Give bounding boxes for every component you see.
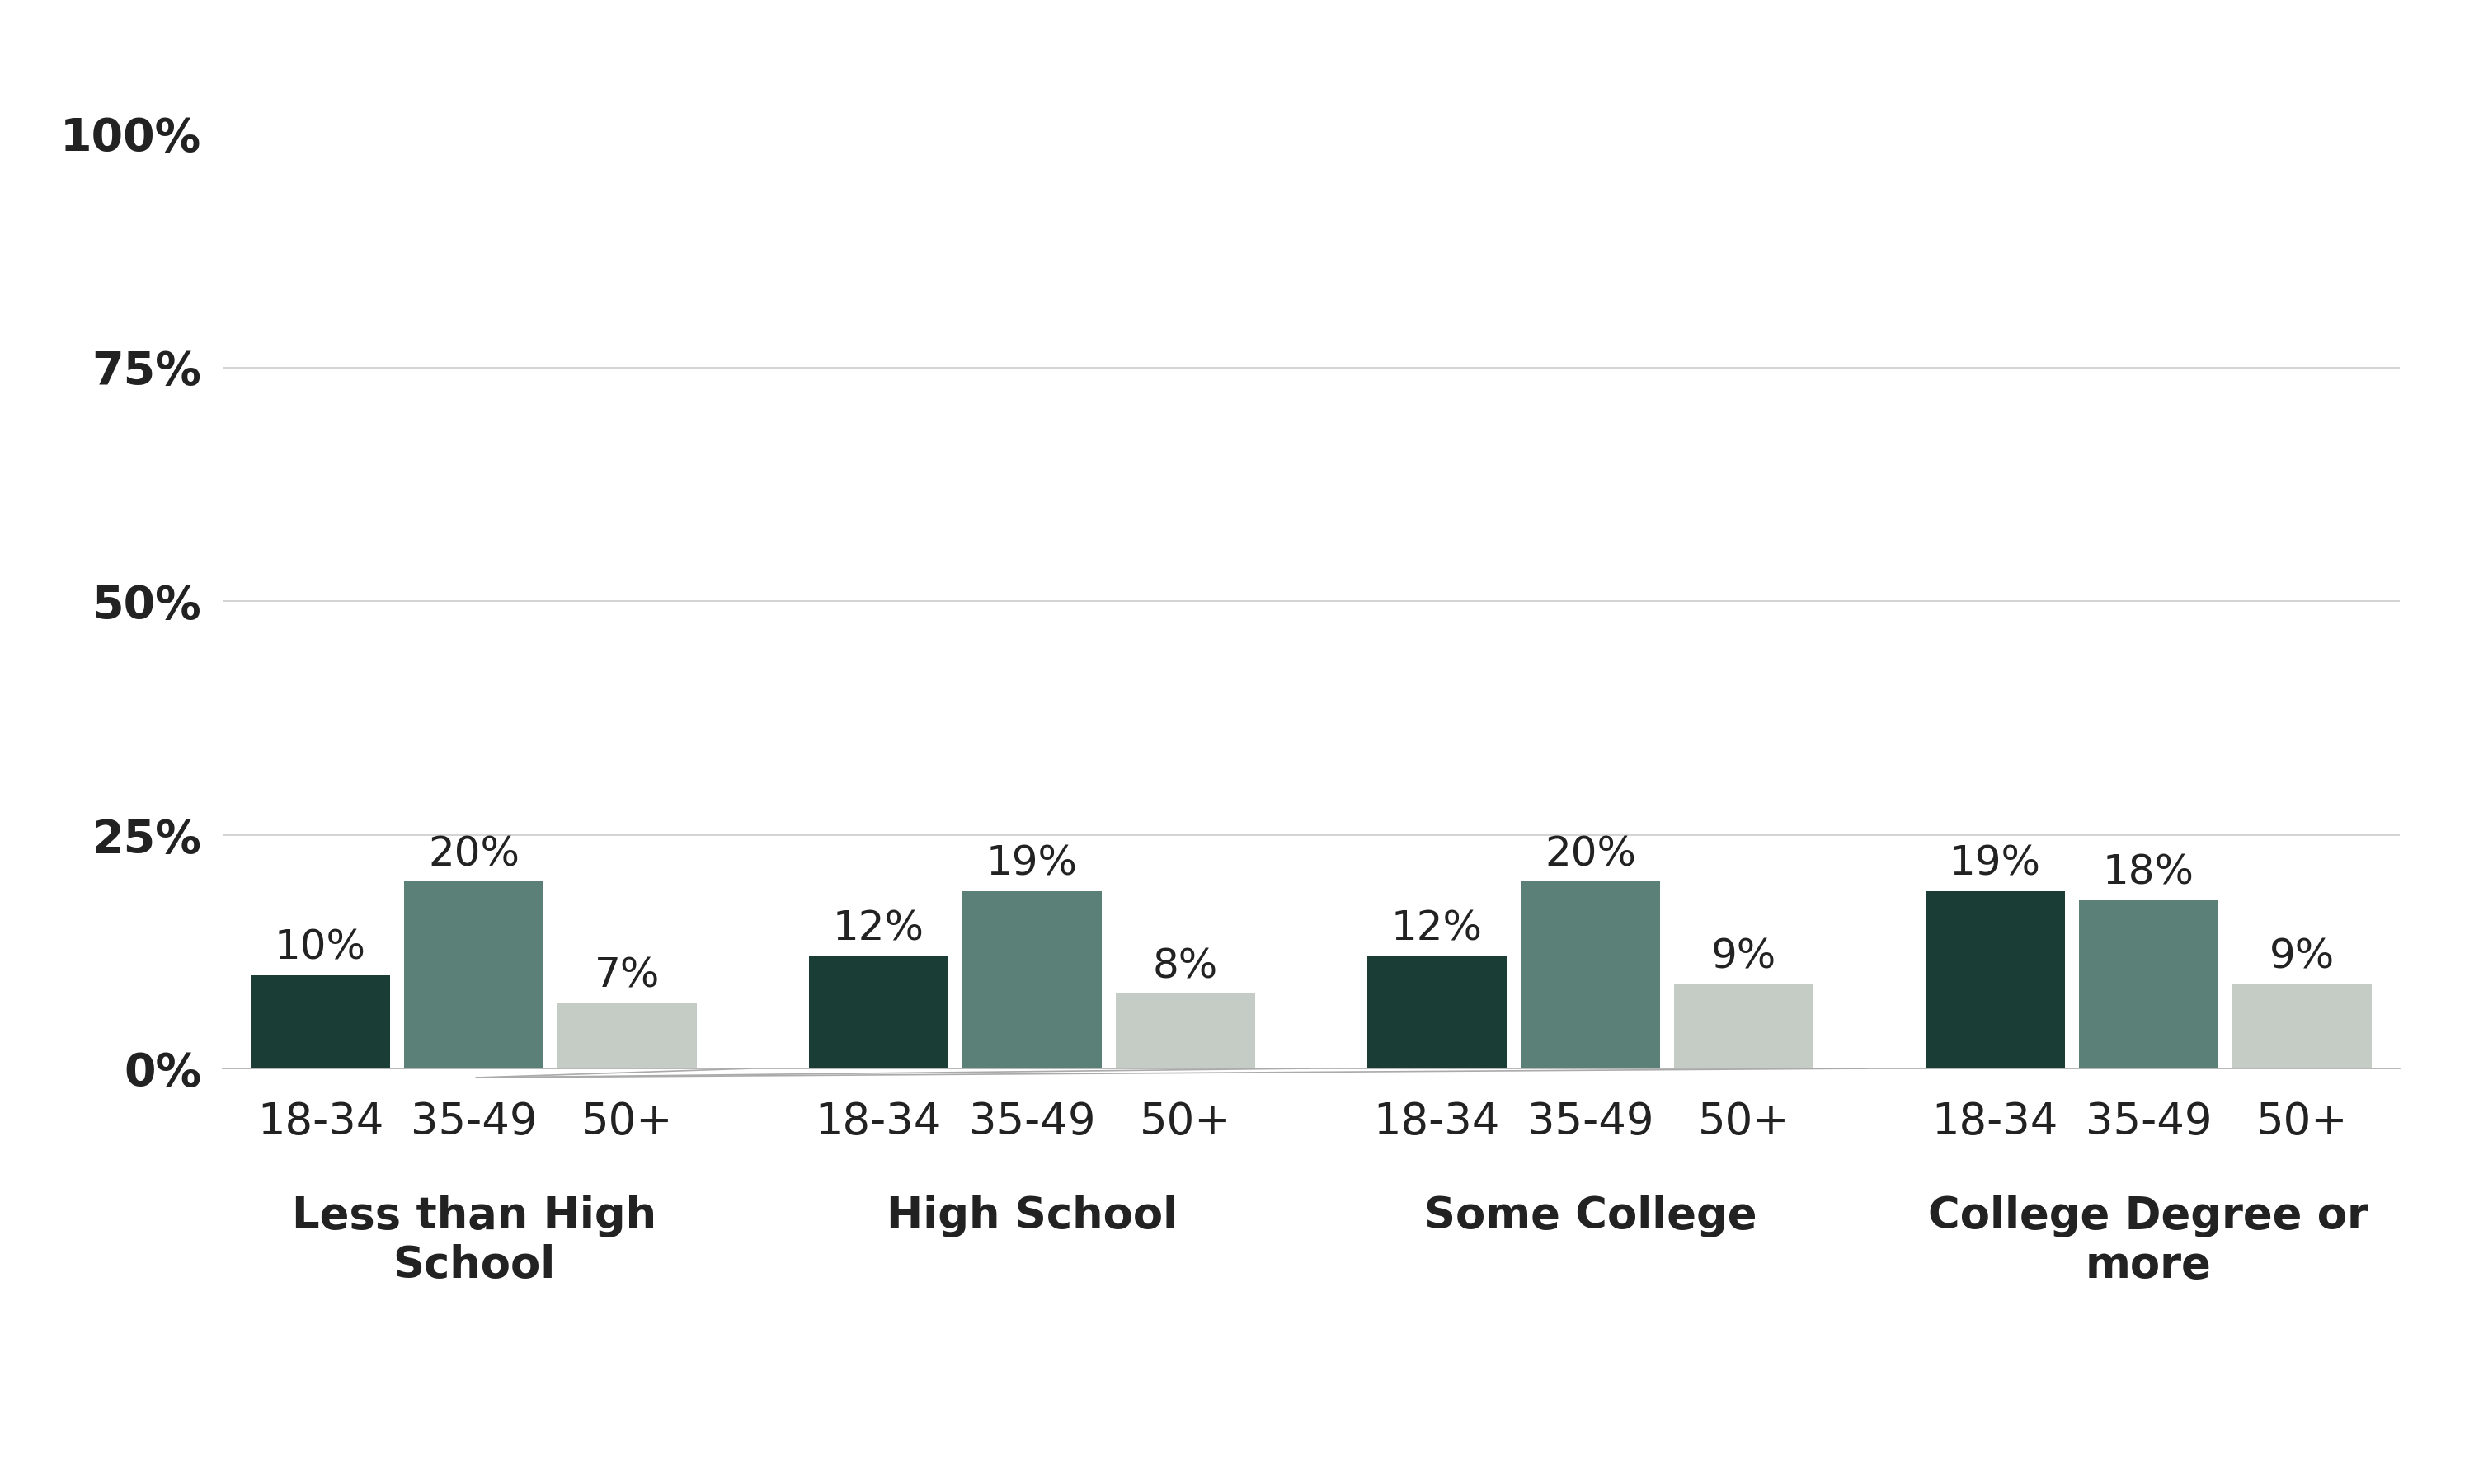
Bar	[1368, 956, 1507, 1068]
Text: 20%: 20%	[428, 834, 520, 874]
Text: 50+: 50+	[581, 1101, 673, 1143]
Bar	[1522, 881, 1660, 1068]
Bar	[1675, 984, 1813, 1068]
Bar	[250, 975, 391, 1068]
Text: 35-49: 35-49	[2086, 1101, 2212, 1143]
Text: 18-34: 18-34	[1932, 1101, 2058, 1143]
Bar	[403, 881, 544, 1068]
Text: 18-34: 18-34	[816, 1101, 943, 1143]
Bar	[962, 890, 1101, 1068]
Text: 18-34: 18-34	[1373, 1101, 1499, 1143]
Text: 19%: 19%	[987, 844, 1079, 883]
Bar	[1116, 994, 1254, 1068]
Bar	[2232, 984, 2373, 1068]
Text: 8%: 8%	[1153, 947, 1217, 987]
Text: 50+: 50+	[2256, 1101, 2348, 1143]
Text: 35-49: 35-49	[1526, 1101, 1653, 1143]
Text: Less than High
School: Less than High School	[292, 1195, 656, 1287]
Bar	[557, 1003, 698, 1068]
Text: College Degree or
more: College Degree or more	[1927, 1195, 2368, 1287]
Text: 50+: 50+	[1697, 1101, 1789, 1143]
Text: 50+: 50+	[1141, 1101, 1232, 1143]
Text: 35-49: 35-49	[411, 1101, 537, 1143]
Text: 12%: 12%	[1390, 910, 1482, 948]
Text: 35-49: 35-49	[970, 1101, 1096, 1143]
Text: 9%: 9%	[1712, 938, 1776, 976]
Text: High School: High School	[886, 1195, 1178, 1238]
Text: 12%: 12%	[834, 910, 925, 948]
Text: 10%: 10%	[275, 928, 366, 968]
Text: Some College: Some College	[1425, 1195, 1757, 1238]
Text: 19%: 19%	[1950, 844, 2041, 883]
Bar	[1925, 890, 2066, 1068]
Text: 18%: 18%	[2103, 853, 2194, 893]
Text: 20%: 20%	[1544, 834, 1635, 874]
Bar	[809, 956, 948, 1068]
Text: 18-34: 18-34	[257, 1101, 383, 1143]
Text: 9%: 9%	[2269, 938, 2335, 976]
Text: 7%: 7%	[594, 956, 661, 996]
Bar	[2078, 901, 2219, 1068]
